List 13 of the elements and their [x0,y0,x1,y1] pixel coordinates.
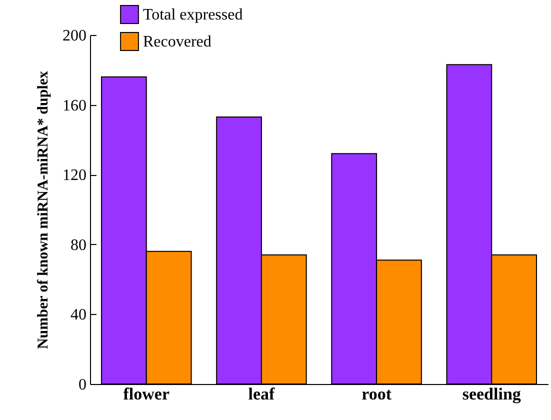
x-tick-label: flower [123,384,170,404]
y-tick-label: 40 [70,306,86,324]
y-axis-title: Number of known miRNA-miRNA* duplex [36,70,52,350]
y-tick-label: 160 [62,97,86,114]
x-tick-label: seedling [462,384,522,404]
y-tick-label: 0 [78,376,86,394]
y-tick-label: 200 [62,28,86,44]
y-tick-label: 80 [70,236,86,254]
legend-label: Total expressed [143,6,243,24]
x-tick-label: root [362,384,392,404]
legend-label: Recovered [143,34,212,50]
y-tick-label: 120 [62,167,86,184]
x-tick-label: leaf [248,384,276,404]
